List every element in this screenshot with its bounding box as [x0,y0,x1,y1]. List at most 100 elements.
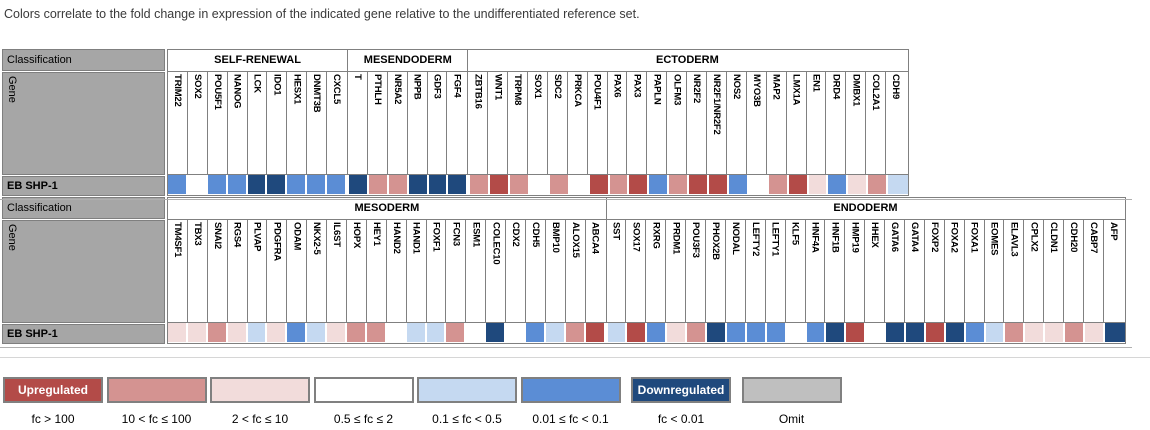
heatmap-cell [985,323,1006,342]
figure-caption: Colors correlate to the fold change in e… [4,7,640,21]
gene-label: LEFTY2 [746,220,766,322]
heatmap-cell [589,175,610,194]
gene-label: HEY1 [367,220,387,322]
gene-label: ABCA4 [589,222,601,254]
heatmap-cell [227,175,248,194]
gene-label: FOXP2 [925,220,945,322]
legend-item: Upregulated fc > 100 [3,377,103,426]
heatmap-cell [267,175,288,194]
gene-label: RXRG [646,220,667,322]
group-header-row: MESODERM ENDODERM [168,198,1125,220]
row-label-column: Classification Gene EB SHP-1 [2,197,165,344]
legend-item: 0.5 ≤ fc ≤ 2 [313,377,414,426]
heat-cell-group [168,323,608,342]
heatmap-cell [287,323,308,342]
gene-label: GATA6 [885,220,905,322]
heatmap-cell [945,323,966,342]
gene-label: POU5F1 [208,72,228,174]
gene-label: DNMT3B [307,72,328,174]
heatmap-cell [526,323,546,342]
gene-label: NODAL [726,220,746,322]
gene-label: PTHLH [368,72,388,174]
heatmap-cell [207,175,228,194]
heatmap-cell [386,323,407,342]
heatmap-cell [287,175,308,194]
heatmap-cell [327,175,348,194]
heatmap-cell [388,175,409,194]
heatmap-cell [506,323,527,342]
legend-item: Downregulated fc < 0.01 [631,377,731,426]
gene-label: LEFTY1 [766,220,786,322]
heatmap-cell [766,323,787,342]
heatmap-cell [1025,323,1046,342]
heatmap-cell [808,175,829,194]
legend-item: 0.01 ≤ fc < 0.1 [520,377,621,426]
gene-label: HOPX [347,220,367,322]
heatmap-cell [609,175,630,194]
gene-label: CXCL5 [331,74,343,105]
gene-label: NOS2 [727,72,747,174]
gene-label: COL2A1 [866,72,887,174]
gene-label: CDH5 [526,220,546,322]
gene-label: ZBTB16 [468,72,489,174]
heatmap-cell [826,323,847,342]
gene-label: MYO3B [747,72,767,174]
gene-label: NPPB [408,72,428,174]
heatmap-cell [848,175,869,194]
heatmap-cell [806,323,827,342]
heatmap-cell [669,175,690,194]
gene-label: ESM1 [466,220,487,322]
sample-row-label: EB SHP-1 [2,324,165,344]
gene-label: SOX17 [626,220,647,322]
heatmap-cell [408,175,429,194]
gene-label: Gene [2,72,165,175]
gene-label: CPLX2 [1024,220,1045,322]
heatmap-cell [726,323,747,342]
gene-label: ELAVL3 [1004,220,1025,322]
gene-label: WNT1 [488,72,509,174]
divider-line [0,357,1150,358]
heatmap-data-area: MESODERM ENDODERM TM4SF1 TBX3 SNAI2 RGS4 PLVA… [167,197,1126,344]
gene-label: DMBX1 [846,72,867,174]
sample-row-label: EB SHP-1 [2,176,165,196]
gene-label: AFP [1107,222,1119,241]
heatmap-cell [168,323,188,342]
gene-label: IL6ST [327,220,348,322]
heatmap-cell [607,323,628,342]
heatmap-cell [649,175,670,194]
heatmap-cell [1084,323,1105,342]
gene-label: HNF1B [825,220,846,322]
legend-item: 0.1 ≤ fc < 0.5 [417,377,517,426]
classification-group-header: MESODERM [168,198,607,219]
gene-label: CABP7 [1084,220,1104,322]
heatmap-cell [728,175,749,194]
heatmap-cell [629,175,650,194]
heatmap-cell [1104,323,1125,342]
heatmap-cell [490,175,511,194]
heatmap-cell [788,175,809,194]
gene-label: POU3F3 [686,220,707,322]
legend-caption: 0.01 ≤ fc < 0.1 [532,412,609,426]
legend-swatch: Downregulated [631,377,731,403]
heatmap-cell [687,323,708,342]
heatmap-cell [768,175,789,194]
gene-label: Gene [2,220,165,323]
gene-label: IDO1 [267,72,288,174]
heat-cell-group [349,175,471,194]
legend-swatch [417,377,517,403]
gene-label: NR2F1/NR2F2 [707,72,727,174]
heatmap-cell [446,323,467,342]
heatmap-cell [470,175,491,194]
gene-label: EOMES [985,220,1005,322]
group-header-row: SELF-RENEWAL MESENDODERM ECTODERM [168,50,908,72]
gene-group: TRIM22 SOX2 POU5F1 NANOG LCK IDO1 HESX1 DNMT3B C… [168,72,349,174]
classification-label: Classification [2,197,165,219]
heatmap-cell [187,175,208,194]
gene-label: RGS4 [228,220,248,322]
heatmap-cell [846,323,867,342]
legend-caption: 0.1 ≤ fc < 0.5 [432,412,502,426]
legend-swatch [106,377,207,403]
heatmap-cell [746,323,767,342]
heatmap-cell [307,323,328,342]
gene-label: HMP19 [845,220,866,322]
